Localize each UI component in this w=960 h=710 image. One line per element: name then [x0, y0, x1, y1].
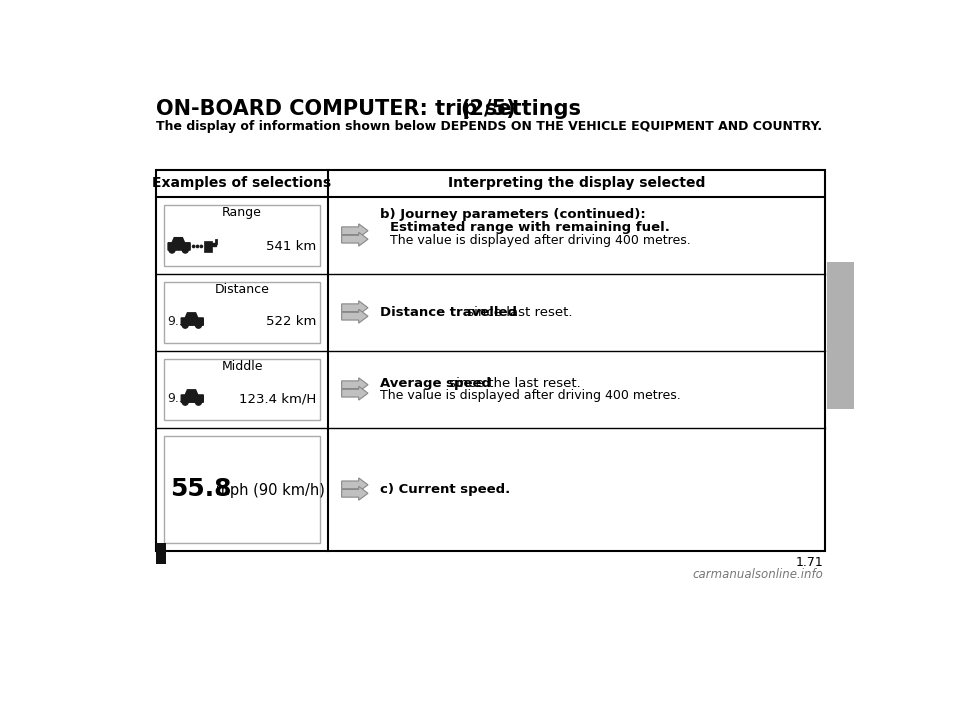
Polygon shape: [342, 386, 368, 400]
Text: (2/5): (2/5): [460, 99, 516, 119]
Text: Middle: Middle: [222, 360, 263, 373]
Text: The value is displayed after driving 400 metres.: The value is displayed after driving 400…: [390, 234, 690, 247]
Polygon shape: [342, 224, 368, 238]
Polygon shape: [168, 238, 190, 250]
FancyBboxPatch shape: [164, 282, 320, 343]
Text: Distance: Distance: [215, 283, 270, 296]
Polygon shape: [342, 378, 368, 392]
Circle shape: [182, 399, 188, 405]
Text: 1.71: 1.71: [795, 556, 823, 569]
Text: c) Current speed.: c) Current speed.: [380, 483, 511, 496]
Text: 9..: 9..: [167, 392, 183, 405]
Polygon shape: [342, 478, 368, 492]
Polygon shape: [342, 301, 368, 315]
Text: 123.4 km/H: 123.4 km/H: [239, 392, 316, 405]
Text: The value is displayed after driving 400 metres.: The value is displayed after driving 400…: [380, 389, 682, 402]
Text: b) Journey parameters (continued):: b) Journey parameters (continued):: [380, 207, 646, 221]
Text: Interpreting the display selected: Interpreting the display selected: [447, 176, 706, 190]
Bar: [156, 542, 166, 564]
FancyBboxPatch shape: [164, 204, 320, 266]
Bar: [212, 244, 216, 246]
Text: 522 km: 522 km: [266, 315, 316, 328]
Text: 541 km: 541 km: [266, 240, 316, 253]
Text: since the last reset.: since the last reset.: [444, 377, 581, 390]
Polygon shape: [342, 310, 368, 323]
Text: ON-BOARD COMPUTER: trip settings: ON-BOARD COMPUTER: trip settings: [156, 99, 588, 119]
Polygon shape: [342, 232, 368, 246]
Circle shape: [182, 322, 188, 328]
Text: carmanualsonline.info: carmanualsonline.info: [692, 568, 823, 581]
Text: Examples of selections: Examples of selections: [153, 176, 331, 190]
FancyBboxPatch shape: [164, 435, 320, 543]
Polygon shape: [342, 486, 368, 501]
Text: The display of information shown below DEPENDS ON THE VEHICLE EQUIPMENT AND COUN: The display of information shown below D…: [156, 120, 823, 133]
FancyBboxPatch shape: [164, 359, 320, 420]
Circle shape: [169, 247, 175, 253]
Polygon shape: [181, 313, 204, 325]
Text: mph (90 km/h): mph (90 km/h): [210, 483, 324, 498]
Text: 55.8: 55.8: [170, 476, 232, 501]
Circle shape: [182, 247, 188, 253]
Bar: [156, 170, 826, 551]
Circle shape: [196, 399, 202, 405]
Bar: [827, 262, 854, 408]
Text: Distance travelled: Distance travelled: [380, 306, 517, 319]
Bar: [204, 241, 212, 252]
Circle shape: [196, 322, 202, 328]
Text: Range: Range: [222, 206, 262, 219]
Circle shape: [201, 245, 203, 248]
Circle shape: [197, 245, 199, 248]
Text: Estimated range with remaining fuel.: Estimated range with remaining fuel.: [390, 222, 669, 234]
Circle shape: [192, 245, 195, 248]
Text: 9..: 9..: [167, 315, 183, 328]
Text: since last reset.: since last reset.: [464, 306, 573, 319]
Text: Average speed: Average speed: [380, 377, 492, 390]
Polygon shape: [181, 390, 204, 403]
